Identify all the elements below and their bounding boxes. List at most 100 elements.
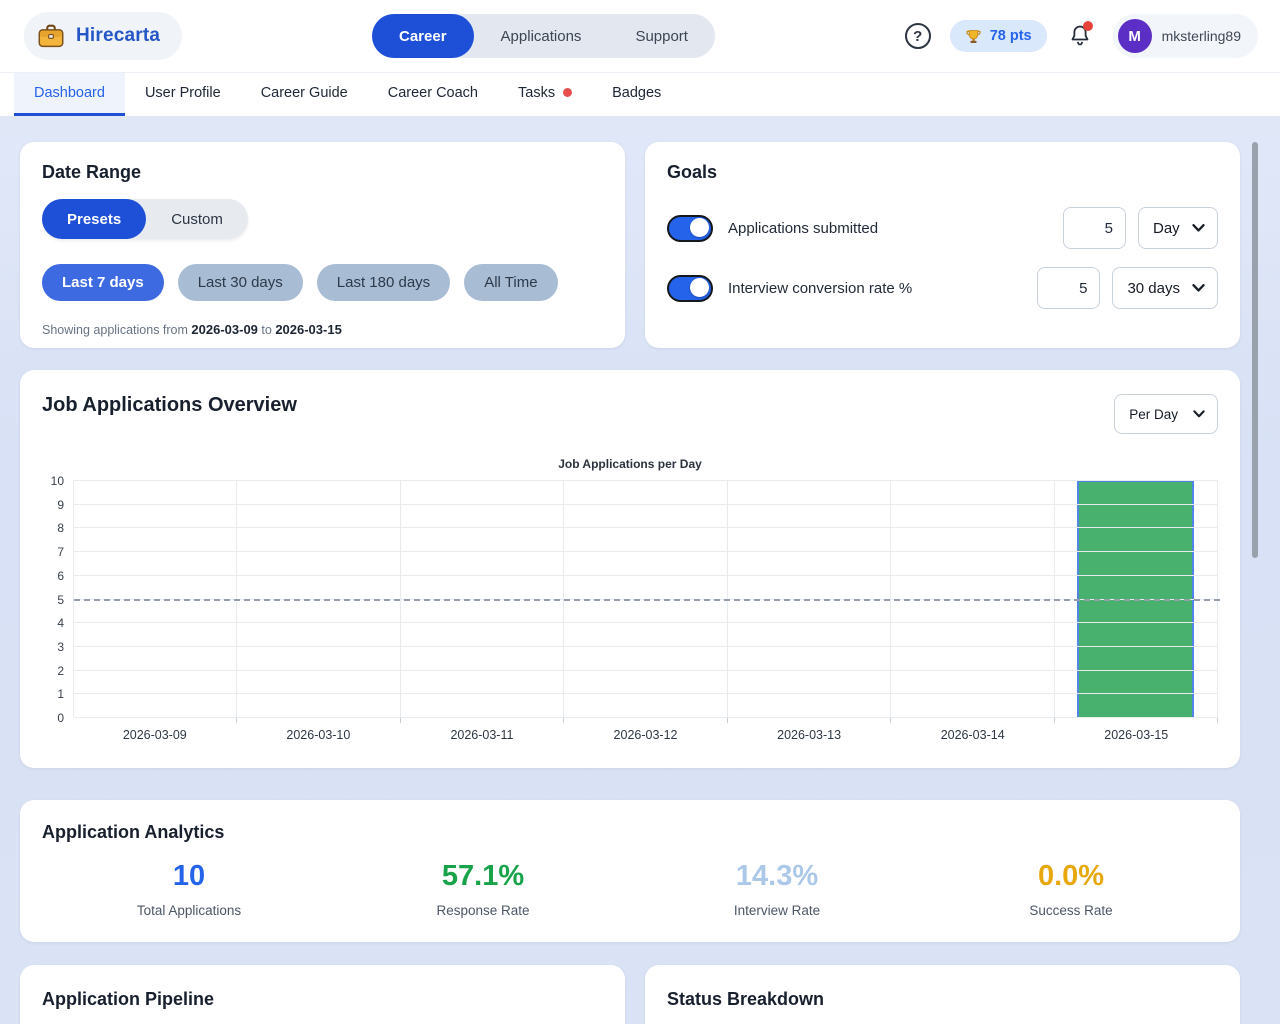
goal-period-select[interactable]: Day bbox=[1138, 207, 1218, 249]
goal-label: Interview conversion rate % bbox=[728, 279, 913, 297]
notification-dot bbox=[1082, 21, 1093, 31]
goals-title: Goals bbox=[667, 162, 718, 182]
gridline bbox=[74, 693, 1218, 695]
preset-button[interactable]: Last 180 days bbox=[316, 264, 451, 301]
stat-label: Total Applications bbox=[136, 903, 242, 918]
app-header: Hirecarta Career Applications Support ? … bbox=[0, 0, 1280, 72]
preset-buttons: Last 7 days Last 30 days Last 180 days A… bbox=[42, 264, 603, 301]
chart-y-axis: 0 1 2 3 4 5 6 7 8 9 10 bbox=[42, 474, 73, 725]
y-tick-label: 4 bbox=[57, 616, 64, 631]
stat: 57.1% Response Rate bbox=[336, 860, 630, 918]
nav-item[interactable]: Applications bbox=[474, 14, 609, 58]
section-tabs: Dashboard User Profile Career Guide Care… bbox=[0, 72, 1280, 117]
goal-toggle[interactable] bbox=[667, 214, 713, 242]
nav-item[interactable]: Support bbox=[608, 14, 715, 58]
y-tick-label: 5 bbox=[57, 592, 64, 607]
goal-label: Applications submitted bbox=[728, 219, 879, 237]
date-range-title: Date Range bbox=[42, 162, 142, 182]
granularity-select[interactable]: Per Day bbox=[1114, 394, 1218, 434]
chevron-down-icon bbox=[1192, 224, 1205, 232]
bottom-card: Application Pipeline bbox=[20, 965, 625, 1024]
tab[interactable]: Badges bbox=[592, 72, 681, 116]
stat-value: 14.3% bbox=[735, 860, 819, 892]
x-tick-label: 2026-03-14 bbox=[940, 728, 1005, 742]
preset-button[interactable]: All Time bbox=[464, 264, 558, 301]
tab[interactable]: Tasks bbox=[498, 72, 592, 116]
gridline bbox=[74, 645, 1218, 647]
chart-x-axis: 2026-03-09 2026-03-10 2026-03-11 2026-03-12… bbox=[73, 728, 1218, 742]
toggle-knob bbox=[690, 278, 709, 297]
applications-overview-card: Job Applications Overview Per Day Job Ap… bbox=[20, 370, 1240, 768]
points-badge[interactable]: 78 pts bbox=[949, 20, 1047, 52]
date-mode-segmented: Presets Custom bbox=[42, 199, 248, 239]
analytics-title: Application Analytics bbox=[42, 822, 225, 842]
date-mode-button[interactable]: Custom bbox=[146, 199, 248, 239]
goal-value-input[interactable] bbox=[1037, 267, 1101, 309]
x-tick-label: 2026-03-10 bbox=[286, 728, 351, 742]
preset-button[interactable]: Last 30 days bbox=[177, 264, 303, 301]
date-range-card: Date Range Presets Custom Last 7 days La… bbox=[20, 142, 625, 348]
stat: 14.3% Interview Rate bbox=[630, 860, 924, 918]
goals-card: Goals Applications submitted Day bbox=[645, 142, 1240, 348]
bottom-card: Status Breakdown bbox=[645, 965, 1240, 1024]
stat-value: 10 bbox=[172, 860, 206, 892]
y-tick-label: 2 bbox=[57, 663, 64, 678]
stat-label: Response Rate bbox=[436, 903, 530, 918]
tab[interactable]: Career Coach bbox=[368, 72, 498, 116]
analytics-stats: 10 Total Applications 57.1% Response Rat… bbox=[42, 860, 1218, 918]
date-mode-button[interactable]: Presets bbox=[42, 199, 147, 239]
gridline bbox=[74, 551, 1218, 553]
showing-range-text: Showing applications from 2026-03-09 to … bbox=[42, 322, 342, 337]
topbar-actions: ? 78 pts M mksterling89 bbox=[904, 0, 1258, 72]
y-tick-label: 10 bbox=[50, 474, 64, 488]
gridline bbox=[74, 527, 1218, 529]
goal-value-input[interactable] bbox=[1063, 207, 1126, 249]
brand-logo[interactable]: Hirecarta bbox=[24, 12, 183, 60]
tab[interactable]: Dashboard bbox=[14, 72, 125, 116]
gridline bbox=[74, 574, 1218, 576]
bottom-card-title: Status Breakdown bbox=[667, 989, 825, 1009]
gridline bbox=[74, 669, 1218, 671]
bottom-card-title: Application Pipeline bbox=[42, 989, 215, 1009]
stat-label: Interview Rate bbox=[733, 903, 821, 918]
user-menu[interactable]: M mksterling89 bbox=[1112, 14, 1258, 58]
from-date: 2026-03-09 bbox=[191, 322, 258, 337]
y-tick-label: 8 bbox=[57, 521, 64, 536]
gridline bbox=[74, 717, 1218, 718]
help-icon[interactable]: ? bbox=[904, 23, 931, 49]
goal-row: Applications submitted Day bbox=[667, 207, 1218, 249]
tab[interactable]: Career Guide bbox=[241, 72, 368, 116]
application-analytics-card: Application Analytics 10 Total Applicati… bbox=[20, 800, 1240, 942]
chart-plot-area bbox=[73, 480, 1220, 723]
x-tick-label: 2026-03-09 bbox=[122, 728, 187, 742]
gridline bbox=[74, 622, 1218, 624]
preset-button[interactable]: Last 7 days bbox=[42, 264, 164, 301]
notifications-bell-icon[interactable] bbox=[1066, 21, 1094, 50]
main-nav: Career Applications Support bbox=[372, 14, 715, 58]
y-tick-label: 3 bbox=[57, 639, 64, 654]
points-label: 78 pts bbox=[989, 28, 1032, 44]
chart-title: Job Applications per Day bbox=[558, 457, 702, 471]
gridline bbox=[74, 503, 1218, 505]
x-tick-label: 2026-03-15 bbox=[1104, 728, 1169, 742]
gridline bbox=[74, 480, 1218, 481]
stat: 10 Total Applications bbox=[42, 860, 336, 918]
stat-value: 0.0% bbox=[1037, 860, 1105, 892]
goal-period-select[interactable]: 30 days bbox=[1112, 267, 1218, 309]
x-tick-label: 2026-03-12 bbox=[613, 728, 678, 742]
toggle-knob bbox=[690, 218, 709, 237]
stat: 0.0% Success Rate bbox=[924, 860, 1218, 918]
tab-alert-dot bbox=[563, 88, 573, 97]
y-tick-label: 1 bbox=[57, 687, 64, 702]
chevron-down-icon bbox=[1193, 410, 1205, 418]
goal-toggle[interactable] bbox=[667, 274, 713, 302]
overview-title: Job Applications Overview bbox=[42, 394, 297, 416]
avatar: M bbox=[1117, 19, 1152, 53]
stat-value: 57.1% bbox=[441, 860, 525, 892]
page-scrollbar[interactable] bbox=[1252, 142, 1258, 558]
trophy-icon bbox=[965, 28, 982, 45]
nav-item[interactable]: Career bbox=[372, 14, 474, 58]
chevron-down-icon bbox=[1192, 284, 1205, 292]
y-tick-label: 9 bbox=[57, 497, 64, 512]
tab[interactable]: User Profile bbox=[125, 72, 241, 116]
